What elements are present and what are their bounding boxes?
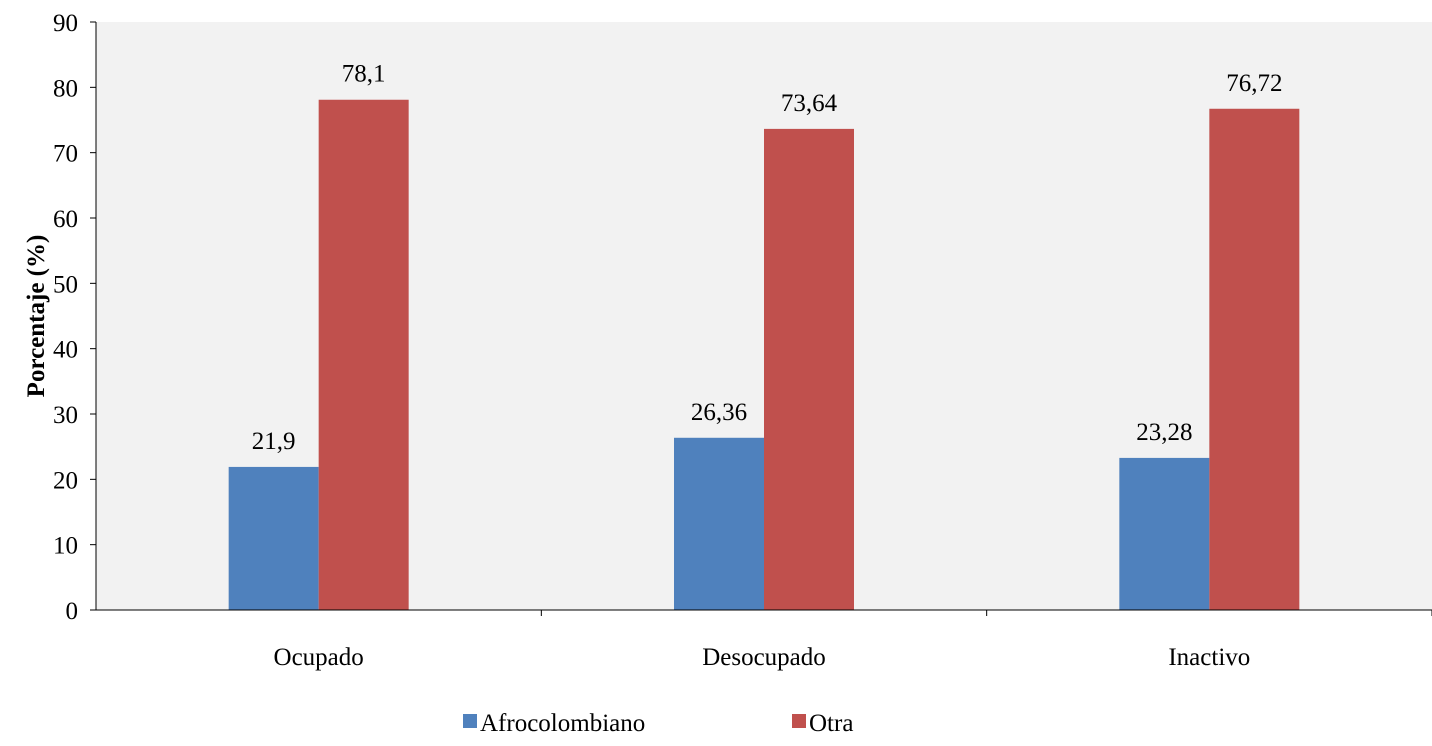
data-label: 26,36 <box>691 399 747 426</box>
y-tick-label: 60 <box>53 206 78 233</box>
y-axis-label: Porcentaje (%) <box>23 235 50 398</box>
legend-swatch-otra <box>792 714 806 728</box>
y-tick-label: 0 <box>66 598 79 625</box>
x-tick-label: Inactivo <box>1168 644 1250 671</box>
legend-label-otra: Otra <box>809 710 853 737</box>
bar-afrocolombiano <box>228 466 319 610</box>
y-tick-label: 70 <box>53 141 78 168</box>
bars-group <box>228 99 1300 611</box>
bar-afrocolombiano <box>674 437 764 610</box>
y-tick-label: 80 <box>53 75 78 102</box>
y-tick-label: 50 <box>53 271 78 298</box>
legend-label-afrocolombiano: Afrocolombiano <box>480 710 645 737</box>
bar-otra <box>1209 108 1300 610</box>
y-tick-label: 90 <box>53 10 78 37</box>
bar-otra <box>764 128 854 611</box>
y-tick-label: 30 <box>53 402 78 429</box>
y-tick-label: 20 <box>53 467 78 494</box>
data-label: 78,1 <box>342 61 386 88</box>
legend-swatch-afrocolombiano <box>463 714 477 728</box>
y-tick-label: 10 <box>53 533 78 560</box>
y-tick-label: 40 <box>53 337 78 364</box>
bar-otra <box>318 99 409 610</box>
x-tick-label: Ocupado <box>274 644 364 671</box>
bar-afrocolombiano <box>1119 457 1210 610</box>
data-label: 23,28 <box>1136 419 1192 446</box>
x-tick-label: Desocupado <box>702 644 826 671</box>
x-axis: Ocupado Desocupado Inactivo <box>274 610 1432 671</box>
data-label: 76,72 <box>1226 70 1282 97</box>
data-labels: 21,9 78,1 26,36 73,64 23,28 76,72 <box>252 61 1283 455</box>
legend: Afrocolombiano Otra <box>463 710 853 737</box>
data-label: 73,64 <box>781 90 838 117</box>
data-label: 21,9 <box>252 428 296 455</box>
y-axis: 0 10 20 30 40 50 60 70 80 90 <box>53 10 96 625</box>
